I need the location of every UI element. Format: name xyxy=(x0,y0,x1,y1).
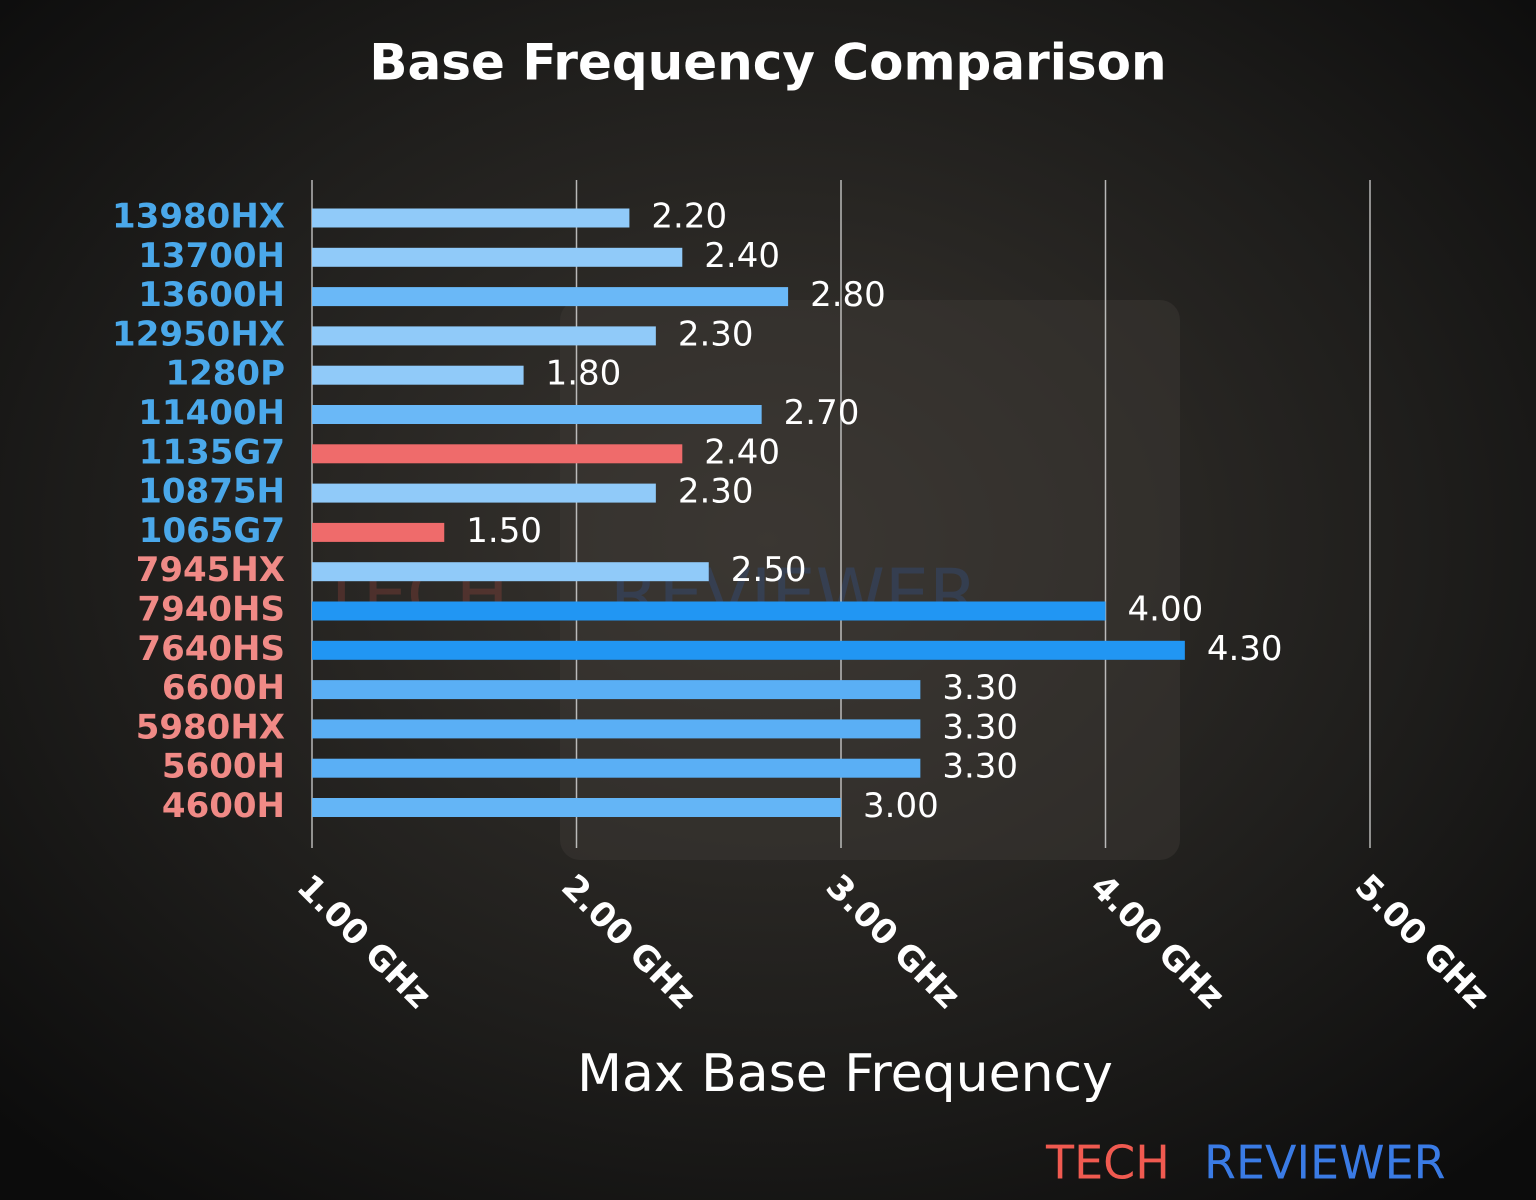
y-tick-label: 10875H xyxy=(138,472,285,512)
bar xyxy=(312,640,1185,660)
value-label: 2.80 xyxy=(810,275,886,315)
bar xyxy=(312,562,709,582)
value-label: 3.30 xyxy=(942,707,1018,747)
bar xyxy=(312,680,921,700)
value-label: 2.70 xyxy=(784,393,860,433)
value-label: 2.40 xyxy=(704,432,780,472)
bar xyxy=(312,601,1106,621)
y-tick-label: 12950HX xyxy=(112,314,285,354)
bar xyxy=(312,405,762,424)
bar xyxy=(312,798,841,817)
bar xyxy=(312,287,789,307)
bar xyxy=(312,719,921,739)
bar xyxy=(312,522,445,542)
value-label: 2.50 xyxy=(731,550,807,590)
bar xyxy=(312,208,630,228)
value-label: 3.30 xyxy=(942,747,1018,787)
y-tick-label: 13980HX xyxy=(112,197,285,237)
bar xyxy=(312,483,656,503)
value-label: 1.80 xyxy=(546,354,622,394)
value-label: 2.40 xyxy=(704,236,780,276)
value-label: 4.30 xyxy=(1207,629,1283,669)
chart-title: Base Frequency Comparison xyxy=(369,34,1166,92)
y-tick-label: 1280P xyxy=(165,354,285,394)
y-tick-label: 6600H xyxy=(162,668,285,708)
x-axis-label: Max Base Frequency xyxy=(577,1044,1113,1104)
y-tick-label: 1065G7 xyxy=(139,511,285,551)
y-tick-label: 7945HX xyxy=(136,550,285,590)
bar xyxy=(312,444,683,464)
bar xyxy=(312,365,524,385)
y-tick-label: 1135G7 xyxy=(139,432,285,472)
logo: TECH REVIEWER xyxy=(1045,1136,1446,1190)
y-tick-label: 5600H xyxy=(162,747,285,787)
y-tick-label: 13700H xyxy=(138,236,285,276)
value-label: 1.50 xyxy=(466,511,542,551)
y-tick-label: 13600H xyxy=(138,275,285,315)
y-tick-label: 11400H xyxy=(138,393,285,433)
y-tick-label: 7640HS xyxy=(137,629,285,669)
value-label: 4.00 xyxy=(1128,590,1204,630)
value-label: 2.30 xyxy=(678,472,754,512)
y-tick-label: 4600H xyxy=(162,786,285,826)
value-label: 3.30 xyxy=(942,668,1018,708)
value-label: 2.20 xyxy=(651,197,727,237)
value-label: 2.30 xyxy=(678,314,754,354)
logo-part: REVIEWER xyxy=(1204,1136,1446,1190)
y-tick-label: 7940HS xyxy=(137,590,285,630)
y-tick-label: 5980HX xyxy=(136,707,285,747)
bar xyxy=(312,758,921,778)
logo-part: TECH xyxy=(1045,1136,1170,1190)
value-label: 3.00 xyxy=(863,786,939,826)
bar xyxy=(312,247,683,267)
bar xyxy=(312,326,656,346)
